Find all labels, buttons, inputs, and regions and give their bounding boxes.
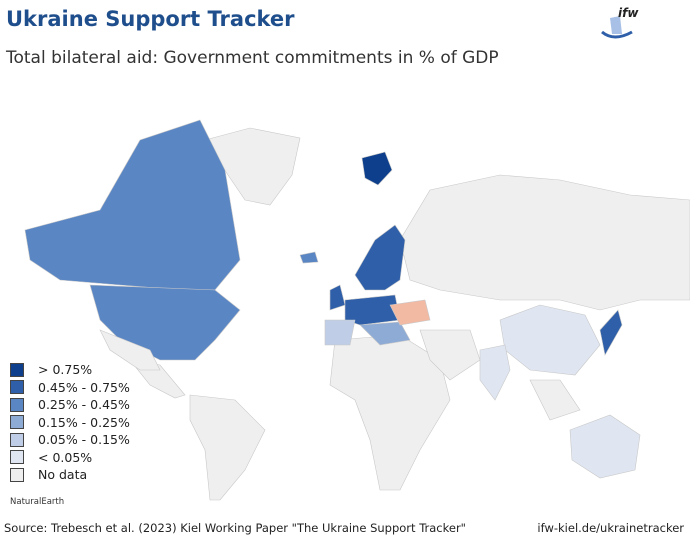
legend-swatch	[10, 450, 24, 465]
legend-item: 0.05% - 0.15%	[10, 431, 130, 449]
ukraine	[389, 299, 431, 326]
legend-swatch	[10, 380, 24, 395]
legend-label: > 0.75%	[38, 362, 93, 378]
legend-item: 0.15% - 0.25%	[10, 414, 130, 432]
africa	[329, 334, 451, 491]
legend-swatch	[10, 467, 24, 482]
asia-russia	[399, 174, 690, 311]
logo-text: ifw	[618, 6, 639, 20]
china	[499, 304, 601, 376]
iberia	[324, 319, 356, 346]
central-europe	[344, 294, 401, 326]
southeast-asia	[529, 379, 581, 421]
svalbard	[361, 151, 393, 186]
ifw-logo	[601, 16, 633, 39]
uk	[329, 284, 346, 311]
legend-swatch	[10, 397, 24, 412]
india	[479, 344, 511, 401]
legend-item: 0.45% - 0.75%	[10, 379, 130, 397]
legend-label: 0.25% - 0.45%	[38, 397, 130, 413]
map-subtitle: Total bilateral aid: Government commitme…	[6, 48, 499, 68]
legend-label: 0.05% - 0.15%	[38, 432, 130, 448]
legend-item: No data	[10, 466, 130, 484]
greenland	[204, 127, 301, 206]
tracker-link[interactable]: ifw-kiel.de/ukrainetracker	[537, 521, 684, 535]
source-note: Source: Trebesch et al. (2023) Kiel Work…	[4, 521, 466, 535]
legend-label: No data	[38, 467, 88, 483]
page-title: Ukraine Support Tracker	[6, 7, 295, 31]
italy-balkans	[359, 321, 411, 346]
legend-item: > 0.75%	[10, 361, 130, 379]
australia	[569, 414, 641, 479]
legend-swatch	[10, 432, 24, 447]
mexico	[99, 329, 161, 371]
south-america	[189, 394, 266, 501]
scandinavia	[354, 224, 406, 291]
world-map	[24, 119, 690, 501]
legend-item: < 0.05%	[10, 449, 130, 467]
iceland	[299, 251, 319, 264]
legend-label: 0.45% - 0.75%	[38, 379, 130, 395]
legend-swatch	[10, 415, 24, 430]
legend-item: 0.25% - 0.45%	[10, 396, 130, 414]
middle-east	[419, 329, 481, 381]
legend-swatch	[10, 362, 24, 377]
map-credit: NaturalEarth	[10, 497, 65, 507]
legend-label: 0.15% - 0.25%	[38, 414, 130, 430]
legend-label: < 0.05%	[38, 449, 93, 465]
japan	[599, 309, 623, 356]
canada	[24, 119, 241, 291]
map-legend: > 0.75% 0.45% - 0.75% 0.25% - 0.45% 0.15% -…	[10, 361, 130, 484]
